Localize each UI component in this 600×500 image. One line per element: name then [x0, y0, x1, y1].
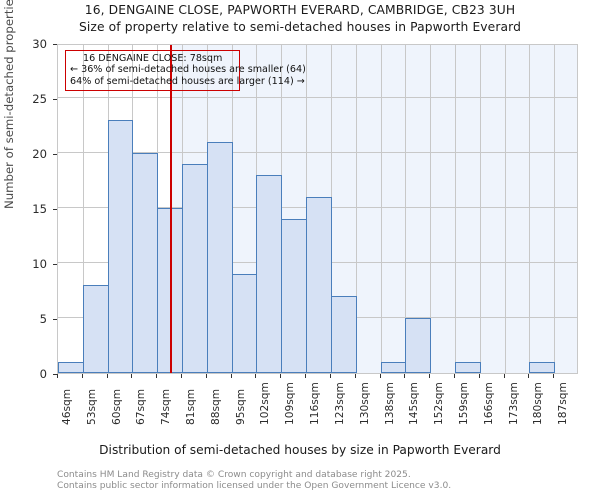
plot-inner — [58, 45, 577, 373]
y-tick-label: 15 — [32, 202, 47, 216]
x-tick-mark — [131, 374, 132, 378]
x-tick-mark — [404, 374, 405, 378]
annotation-line-1: 16 DENGAINE CLOSE: 78sqm — [83, 53, 223, 64]
histogram-bar — [455, 362, 481, 373]
x-tick-mark — [305, 374, 306, 378]
x-tick-label: 145sqm — [408, 382, 420, 425]
page-title: 16, DENGAINE CLOSE, PAPWORTH EVERARD, CA… — [84, 3, 516, 17]
page-subtitle: Size of property relative to semi-detach… — [78, 20, 521, 34]
gridline-vertical — [430, 45, 431, 373]
x-tick-label: 116sqm — [309, 382, 321, 425]
x-tick-mark — [330, 374, 331, 378]
x-tick-label: 130sqm — [359, 382, 371, 425]
x-tick-label: 88sqm — [210, 388, 222, 425]
x-tick-mark — [429, 374, 430, 378]
x-tick-mark — [504, 374, 505, 378]
gridline-vertical — [381, 45, 382, 373]
x-tick-mark — [280, 374, 281, 378]
y-tick-mark — [53, 319, 57, 320]
y-tick-label: 10 — [32, 257, 47, 271]
y-tick-mark — [53, 209, 57, 210]
y-tick-mark — [53, 374, 57, 375]
x-tick-label: 60sqm — [111, 388, 123, 425]
x-tick-mark — [231, 374, 232, 378]
y-tick-label: 25 — [32, 92, 47, 106]
x-tick-label: 123sqm — [334, 382, 346, 425]
x-tick-mark — [528, 374, 529, 378]
property-annotation-box: 16 DENGAINE CLOSE: 78sqm ← 36% of semi-d… — [65, 50, 306, 92]
histogram-bar — [58, 362, 84, 373]
footer-attribution: Contains HM Land Registry data © Crown c… — [57, 470, 451, 492]
x-tick-label: 180sqm — [532, 382, 544, 425]
y-tick-label: 0 — [39, 367, 47, 381]
x-tick-mark — [206, 374, 207, 378]
gridline-vertical — [405, 45, 406, 373]
x-tick-mark — [454, 374, 455, 378]
histogram-bar — [529, 362, 555, 373]
gridline-vertical — [83, 45, 84, 373]
x-tick-mark — [57, 374, 58, 378]
histogram-bar — [331, 296, 357, 373]
y-tick-mark — [53, 154, 57, 155]
x-tick-mark — [107, 374, 108, 378]
x-tick-mark — [355, 374, 356, 378]
x-tick-label: 138sqm — [384, 382, 396, 425]
x-tick-label: 187sqm — [557, 382, 569, 425]
histogram-bar — [207, 142, 233, 373]
x-tick-mark — [156, 374, 157, 378]
x-tick-label: 53sqm — [86, 388, 98, 425]
x-tick-label: 67sqm — [135, 388, 147, 425]
histogram-bar — [108, 120, 133, 373]
x-tick-label: 74sqm — [160, 388, 172, 425]
annotation-line-2: ← 36% of semi-detached houses are smalle… — [70, 64, 306, 76]
y-tick-mark — [53, 99, 57, 100]
histogram-bar — [405, 318, 431, 373]
histogram-bar — [381, 362, 406, 373]
x-tick-label: 152sqm — [433, 382, 445, 425]
x-tick-mark — [553, 374, 554, 378]
property-size-marker-line — [170, 45, 173, 373]
histogram-bar — [256, 175, 282, 373]
y-tick-label: 30 — [32, 37, 47, 51]
x-tick-label: 166sqm — [483, 382, 495, 425]
gridline-vertical — [356, 45, 357, 373]
x-tick-mark — [380, 374, 381, 378]
x-tick-mark — [479, 374, 480, 378]
x-tick-label: 95sqm — [235, 388, 247, 425]
x-tick-mark — [181, 374, 182, 378]
x-tick-label: 159sqm — [458, 382, 470, 425]
histogram-bar — [132, 153, 158, 373]
x-tick-mark — [255, 374, 256, 378]
x-tick-label: 109sqm — [284, 382, 296, 425]
y-tick-label: 5 — [39, 312, 47, 326]
x-tick-label: 46sqm — [61, 388, 73, 425]
histogram-bar — [83, 285, 109, 373]
gridline-vertical — [529, 45, 530, 373]
gridline-vertical — [480, 45, 481, 373]
gridline-vertical — [505, 45, 506, 373]
footer-line-2: Contains public sector information licen… — [57, 481, 452, 491]
y-tick-mark — [53, 44, 57, 45]
gridline-vertical — [554, 45, 555, 373]
histogram-bar — [306, 197, 332, 373]
histogram-bar — [232, 274, 257, 373]
footer-line-1: Contains HM Land Registry data © Crown c… — [57, 470, 411, 480]
x-tick-mark — [82, 374, 83, 378]
gridline-vertical — [455, 45, 456, 373]
y-tick-mark — [53, 264, 57, 265]
y-tick-label: 20 — [32, 147, 47, 161]
gridline-horizontal — [58, 97, 577, 98]
histogram-bar — [182, 164, 208, 373]
x-tick-label: 81sqm — [185, 388, 197, 425]
x-tick-label: 102sqm — [259, 382, 271, 425]
histogram-bar — [281, 219, 307, 373]
gridline-horizontal — [58, 152, 577, 153]
annotation-line-3: 64% of semi-detached houses are larger (… — [70, 75, 305, 87]
plot-area — [57, 44, 578, 374]
x-axis-label: Distribution of semi-detached houses by … — [99, 443, 501, 457]
x-tick-label: 173sqm — [508, 382, 520, 425]
